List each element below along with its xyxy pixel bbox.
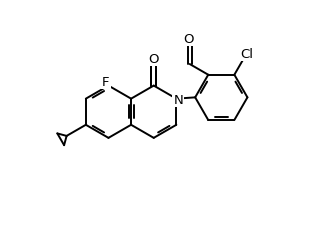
- Text: O: O: [183, 33, 194, 46]
- Text: Cl: Cl: [240, 48, 253, 61]
- Text: F: F: [102, 75, 110, 88]
- Text: O: O: [148, 53, 159, 66]
- Text: N: N: [173, 94, 183, 107]
